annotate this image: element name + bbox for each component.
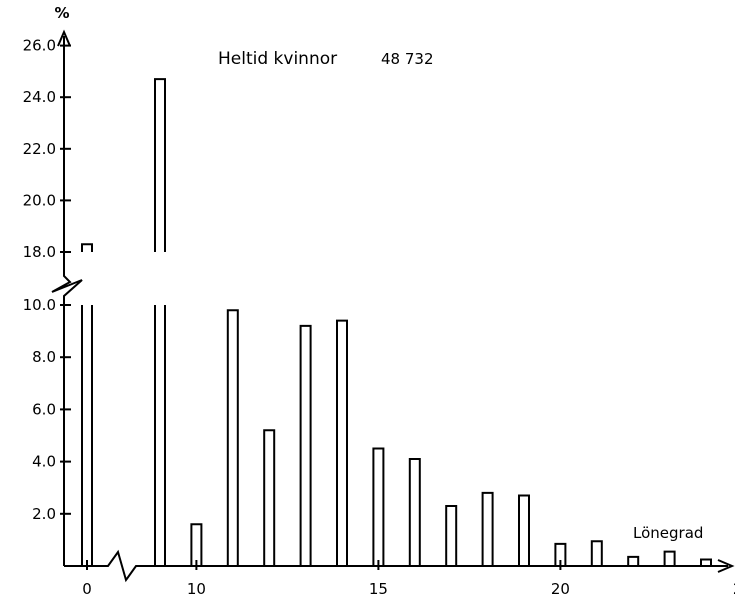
x-axis-arrow [717,559,735,573]
bar [408,457,421,566]
bar [700,558,712,566]
bar [263,429,276,566]
bar [518,494,530,566]
bar [627,555,640,566]
bar [299,324,312,566]
bar [154,78,166,566]
bar [81,243,93,566]
chart-title-value: 48 732 [381,50,434,68]
bar [590,540,603,566]
x-tick-label: 20 [551,580,570,598]
x-axis-label: Lönegrad [633,524,703,542]
y-tick-label: 10.0 [23,296,56,314]
bar [190,523,203,566]
bar [226,309,239,566]
y-tick-label: 6.0 [32,400,56,418]
bar [554,542,567,566]
y-axis-line [51,36,83,566]
y-tick-label: 18.0 [23,243,56,261]
x-tick-label: 25 [733,580,735,598]
bar [663,550,676,566]
bar [445,504,458,566]
y-tick-label: 4.0 [32,453,56,471]
y-axis-label: % [54,4,69,22]
x-tick-label: 0 [82,580,92,598]
y-tick-label: 24.0 [23,88,56,106]
y-tick-label: 26.0 [23,37,56,55]
bar-group [81,78,712,566]
y-tick-label: 20.0 [23,191,56,209]
chart-title: Heltid kvinnor [218,49,337,69]
tick-group: 2.0 4.0 6.0 8.0 10.0 18.0 20.0 22.0 24.0 26.0 0 10 1… [23,37,735,598]
bar [481,491,494,566]
y-axis-arrow [57,29,71,47]
y-tick-label: 2.0 [32,505,56,523]
x-tick-label: 10 [187,580,206,598]
bar [372,447,385,566]
axes [51,29,735,583]
x-tick-label: 15 [369,580,388,598]
y-tick-label: 22.0 [23,140,56,158]
x-axis-line [64,549,728,583]
y-tick-label: 8.0 [32,348,56,366]
bar [336,319,348,566]
